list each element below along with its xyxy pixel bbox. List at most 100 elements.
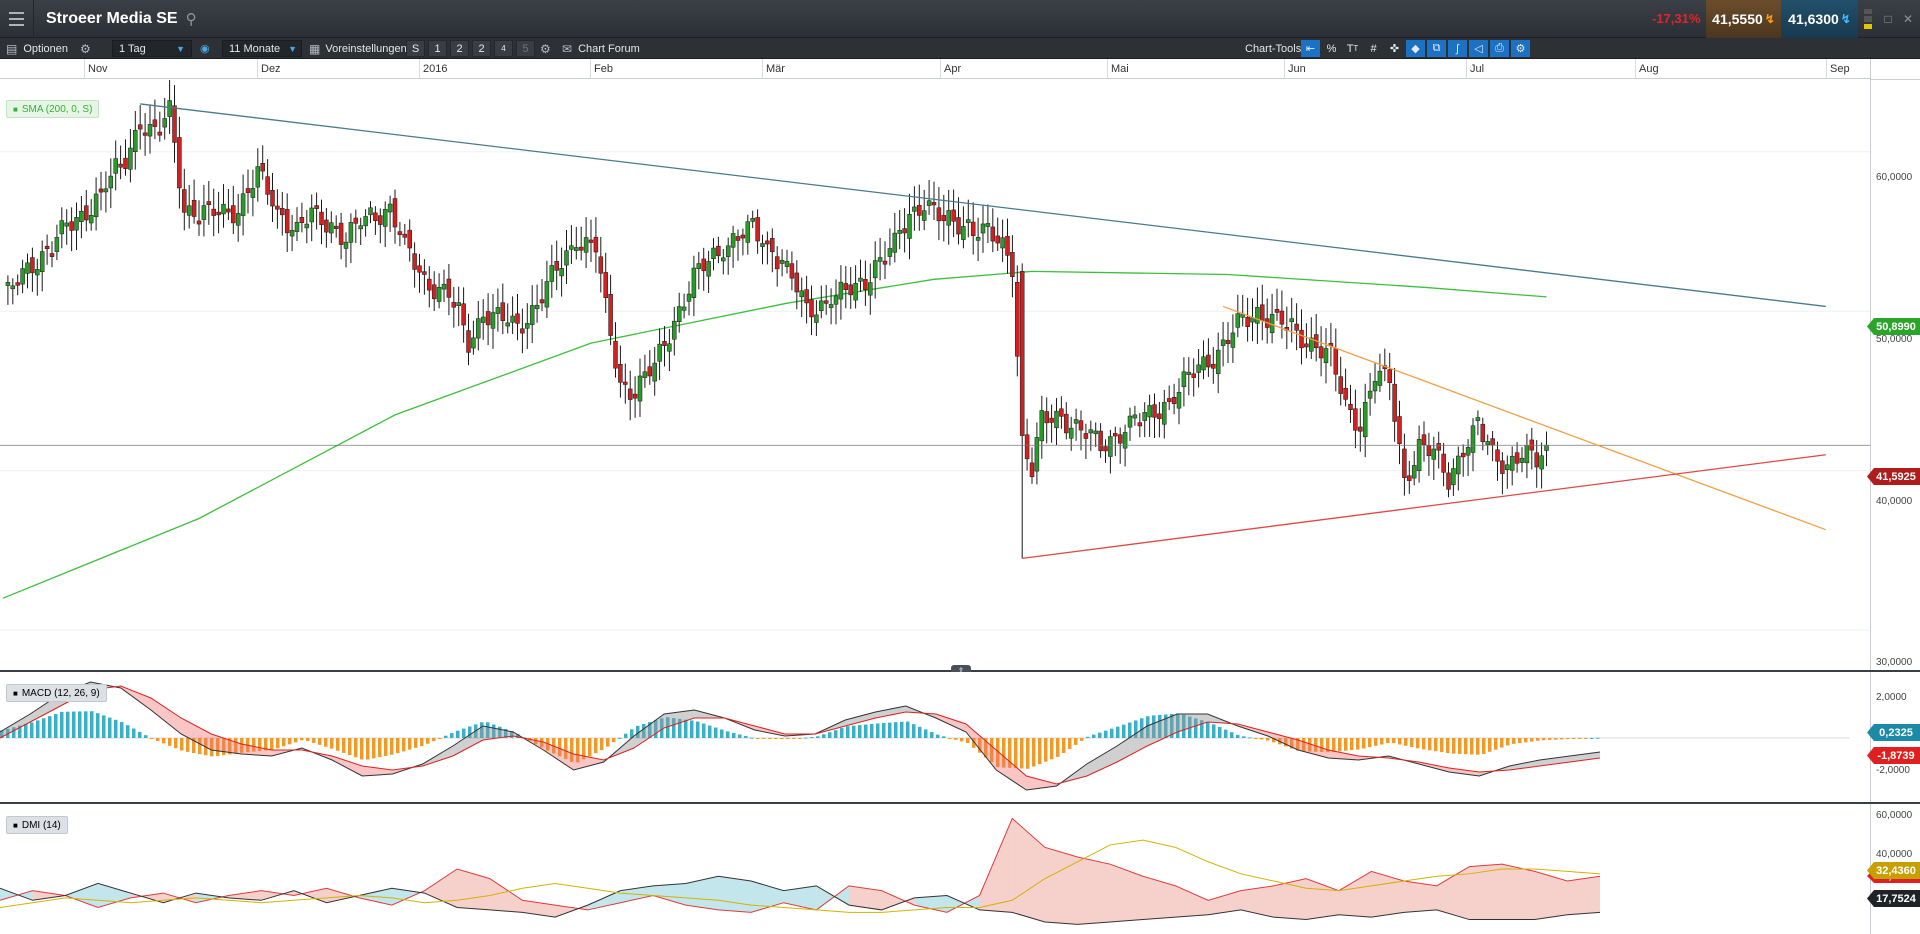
interval-select[interactable]: 1 Tag ▼ [112,40,192,57]
adx-line [0,839,1601,913]
sma-legend[interactable]: ■ SMA (200, 0, S) [6,100,100,118]
candle-body-up [1456,455,1461,475]
candle-body-down [1078,420,1084,431]
dmi-legend[interactable]: ■ DMI (14) [6,816,68,834]
dmi-fill [1175,885,1209,918]
candle-body-down [1353,408,1358,431]
candle-body-down [118,163,123,168]
settings-tools-icon[interactable]: ⚙ [1511,40,1530,57]
lock-icon[interactable]: ◉ [200,43,210,55]
dmi-fill [457,869,490,910]
candle-body-down [1358,426,1363,432]
price-axis[interactable]: 60,0000 50,0000 40,0000 30,0000 [1870,80,1920,670]
print-icon[interactable]: ⎙ [1490,40,1509,57]
candle-body-up [1054,410,1059,429]
macd-histogram-bar [240,738,244,753]
candle [142,113,148,156]
candle [1460,444,1466,477]
macd-histogram-bar [96,713,100,738]
dmi-pane[interactable]: ■ DMI (14) [0,804,1870,934]
presets-button[interactable]: ▦ Voreinstellungen [309,38,407,59]
dmi-fill [97,883,131,908]
macd-histogram-bar [1164,714,1168,738]
preset-2-button[interactable]: 2 [450,40,469,57]
candle [417,253,422,293]
last-price-tag: 41,5925 [1867,468,1920,485]
label-icon[interactable]: ◁ [1469,40,1488,57]
candle-body-up [961,226,966,240]
candle-body-up [833,295,839,305]
macd-histogram-bar [1242,736,1246,738]
candle [250,169,256,217]
macd-histogram-bar [468,726,472,738]
pane-separator[interactable] [0,802,1920,804]
macd-histogram-bar [1008,738,1012,768]
gear-icon[interactable]: ⚙ [80,41,91,56]
options-button[interactable]: ▤ Optionen [6,38,68,59]
candle [1073,408,1079,441]
percent-icon[interactable]: % [1326,42,1337,55]
macd-legend[interactable]: ■ MACD (12, 26, 9) [6,684,107,702]
macd-histogram-bar [162,738,166,744]
preset-s-button[interactable]: S [406,40,425,57]
search-icon[interactable]: ⚲ [185,10,197,28]
gear-icon[interactable]: ⚙ [540,41,551,56]
maximize-icon[interactable]: □ [1884,12,1892,26]
plus-di-line [0,817,1601,913]
fib-icon[interactable]: ∫ [1448,40,1467,57]
cursor-icon[interactable]: ⇤ [1301,40,1320,57]
macd-fill [1449,768,1480,776]
candle [289,214,295,252]
macd-fill [1086,746,1117,776]
macd-histogram-bar [648,722,652,738]
price-chart-pane[interactable]: ■ SMA (200, 0, S) [0,80,1870,670]
clone-icon[interactable]: ⧉ [1427,40,1446,57]
candle-body-down [623,381,628,385]
marker-icon[interactable]: ◆ [1406,40,1425,57]
preset-1-button[interactable]: 1 [428,40,447,57]
candle-body-down [15,282,20,286]
candle-body-up [5,282,11,286]
macd-histogram-bar [1116,726,1120,738]
preset-4-button[interactable]: 4 [494,40,513,57]
candle [583,217,589,269]
candle [392,189,398,244]
candle [1279,290,1285,339]
color-swatch-icon[interactable] [1858,0,1878,38]
trendline-red [1022,454,1826,560]
candle [30,247,35,292]
candle [657,328,662,381]
candle [255,148,261,202]
candle [221,184,226,228]
candle-body-down [701,258,706,272]
candle [1068,416,1074,451]
grid-icon[interactable]: # [1370,42,1377,55]
candle [1529,427,1535,470]
preset-3-button[interactable]: 2 [472,40,491,57]
macd-histogram-bar [1536,738,1540,741]
candle [137,105,143,150]
candle-body-up [721,257,726,262]
chart-forum-button[interactable]: ✉ Chart Forum [562,38,640,59]
preset-5-button[interactable]: 5 [516,40,535,57]
bid-price-button[interactable]: 41,5550 ↯ [1706,0,1781,38]
candle [284,193,290,252]
candle-body-up [348,222,354,243]
candle-body-down [84,205,89,221]
candle [985,204,991,243]
candle-body-up [1475,417,1481,421]
crosshair-icon[interactable]: ✜ [1389,43,1400,55]
candle [304,210,310,244]
candle-body-up [480,316,486,323]
macd-fill [332,756,363,776]
ask-price-button[interactable]: 41,6300 ↯ [1781,0,1858,38]
candle-body-down [1024,434,1030,460]
macd-fill [1298,740,1329,758]
hamburger-menu-icon[interactable] [0,0,34,38]
range-select[interactable]: 11 Monate ▼ [222,40,302,57]
candle-body-up [1181,371,1187,387]
macd-histogram-bar [120,722,124,738]
close-icon[interactable]: ✕ [1902,12,1914,26]
macd-pane[interactable]: ■ MACD (12, 26, 9) [0,672,1870,802]
